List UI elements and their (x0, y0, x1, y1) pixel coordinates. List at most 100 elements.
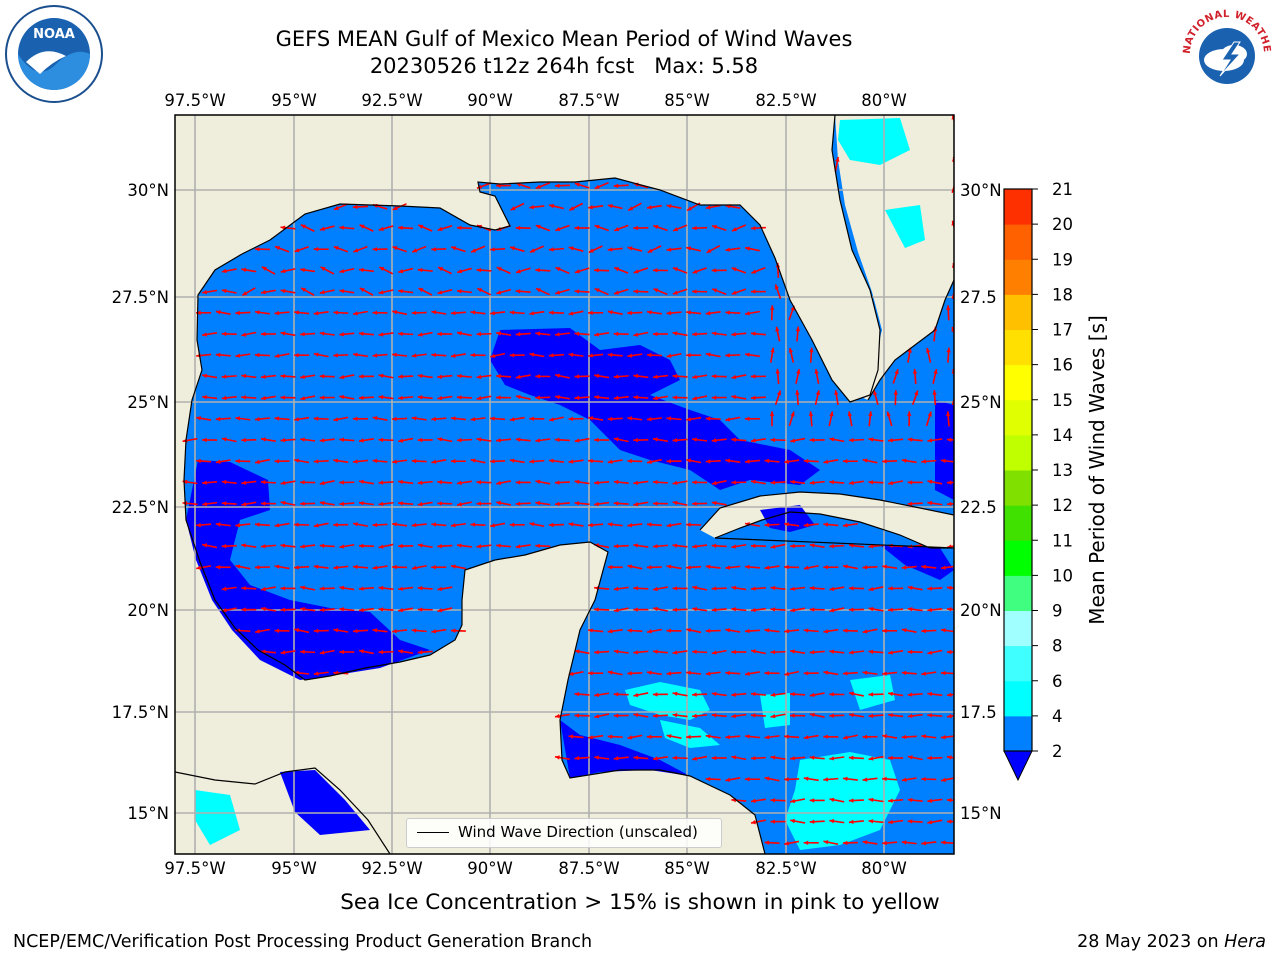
wave-arrow-head (744, 564, 750, 570)
wave-arrow-head (770, 480, 776, 485)
wave-arrow-head (672, 331, 678, 336)
wave-arrow-head (515, 225, 521, 231)
wave-arrow-head (535, 479, 541, 484)
wave-arrow-head (476, 501, 482, 506)
colorbar: 2 4 6 8 9 10 11 12 13 14 15 16 17 18 19 20 21 (1003, 180, 1073, 782)
wave-arrow-head (535, 268, 540, 273)
wave-arrow-head (235, 458, 240, 464)
wave-arrow-head (496, 267, 502, 272)
lon-tick-label: 97.5°W (164, 91, 225, 110)
wave-arrow-head (607, 564, 613, 570)
wave-arrow-head (457, 502, 462, 507)
wave-arrow-head (515, 332, 521, 337)
wave-arrow-head (672, 691, 678, 696)
lon-tick-label: 92.5°W (361, 859, 422, 878)
wave-arrow-head (946, 713, 952, 719)
lon-tick-label: 82.5°W (755, 91, 816, 110)
wave-arrow-head (568, 459, 574, 464)
wave-arrow-head (790, 713, 795, 718)
colorbar-segment (1004, 329, 1032, 366)
wave-arrow-head (300, 649, 305, 655)
wave-arrow-head (842, 628, 848, 633)
wave-arrow-head (843, 564, 848, 569)
wave-arrow-head (607, 459, 613, 464)
wave-arrow-head (706, 248, 712, 253)
credit-machine: Hera (1224, 932, 1266, 952)
colorbar-segment (1004, 364, 1032, 401)
wave-arrow-head (666, 204, 672, 209)
wave-arrow-head (823, 565, 828, 570)
wave-arrow-head (868, 692, 874, 697)
colorbar-tick-label: 17 (1052, 321, 1073, 340)
wave-arrow-head (705, 205, 711, 210)
wave-arrow-head (319, 500, 325, 506)
wave-arrow-head (784, 734, 789, 739)
wave-arrow-head (888, 691, 893, 697)
lat-tick-label: 25°N (960, 393, 1002, 412)
wave-arrow-head (731, 437, 736, 442)
wave-arrow (951, 290, 954, 300)
wave-arrow-head (319, 290, 325, 295)
credit-right: 28 May 2023 on Hera (1077, 932, 1266, 952)
wave-arrow-head (594, 288, 600, 293)
wave-arrow-head (372, 310, 378, 315)
wave-arrow-head (280, 225, 286, 230)
wave-arrow-head (829, 411, 834, 417)
wave-arrow-head (809, 607, 815, 612)
wave-arrow-head (784, 459, 789, 464)
wave-arrow-head (254, 246, 260, 252)
wave-arrow-head (666, 523, 672, 528)
wave-arrow-head (803, 776, 809, 781)
wave-arrow-head (912, 368, 918, 374)
wave-arrow-head (261, 586, 266, 592)
wave-arrow-head (254, 565, 260, 570)
wave-arrow-head (274, 564, 280, 569)
wave-arrow-head (235, 310, 240, 316)
wave-arrow-head (476, 544, 482, 549)
wave-arrow-head (862, 777, 868, 782)
wave-arrow-head (353, 248, 359, 253)
wave-arrow-head (280, 374, 286, 379)
wave-arrow-head (241, 437, 246, 443)
wave-arrow-head (725, 458, 731, 463)
wave-arrow-head (535, 331, 541, 336)
colorbar-extend (1003, 750, 1033, 782)
wave-arrow-head (633, 289, 638, 294)
wave-arrow-head (392, 459, 397, 464)
wave-arrow-head (882, 776, 887, 782)
wave-arrow-head (529, 459, 534, 464)
wave-arrow-head (476, 268, 482, 273)
wave-arrow-head (496, 331, 501, 336)
wave-arrow-head (438, 267, 444, 272)
wave-arrow-head (235, 353, 241, 358)
wave-arrow-head (946, 798, 952, 803)
wave-arrow-head (529, 311, 535, 316)
wave-arrow-head (784, 564, 789, 570)
wave-arrow-head (829, 649, 835, 654)
wave-arrow-head (261, 266, 267, 271)
wave-arrow-head (417, 437, 423, 443)
wave-arrow-head (607, 204, 613, 209)
wave-arrow-head (711, 586, 717, 591)
wave-arrow-head (750, 226, 756, 231)
wave-arrow-head (784, 522, 789, 527)
wave-arrow-head (255, 459, 260, 464)
noaa-logo-text: NOAA (33, 27, 75, 42)
wave-arrow-head (470, 458, 476, 463)
title-line-2: 20230526 t12z 264h fcst Max: 5.58 (369, 54, 759, 78)
wave-arrow-head (868, 649, 874, 654)
wave-arrow-head (666, 459, 672, 464)
wave-arrow-head (215, 352, 221, 358)
wave-arrow-head (705, 628, 711, 634)
wave-arrow-head (672, 395, 678, 400)
wave-arrow-head (829, 479, 834, 485)
wave-arrow-head (835, 157, 840, 162)
lon-tick-label: 95°W (271, 859, 317, 878)
wave-arrow-head (294, 417, 299, 422)
wave-arrow-head (221, 268, 227, 274)
wave-arrow-head (731, 544, 737, 549)
wave-arrow-head (554, 332, 560, 337)
wave-arrow-head (613, 437, 619, 442)
wave-arrow-head (535, 543, 540, 549)
wave-arrow-head (398, 438, 404, 443)
